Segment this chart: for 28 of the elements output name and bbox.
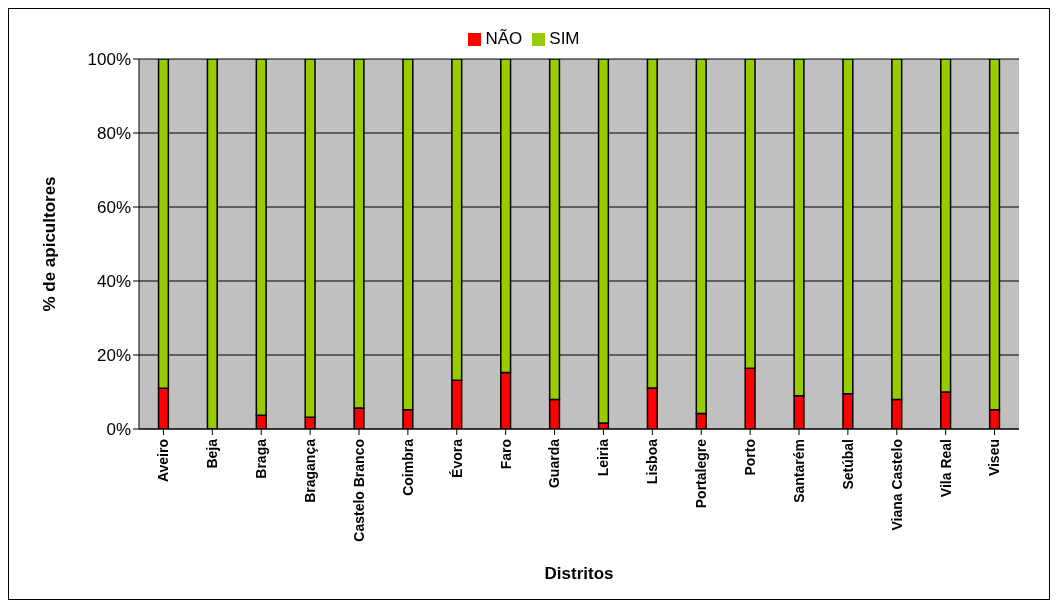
y-tick-label: 80% <box>96 124 131 144</box>
y-tick-label: 60% <box>96 198 131 218</box>
x-tick-label: Santarém <box>790 439 807 503</box>
x-tick-label: Viana Castelo <box>888 439 905 531</box>
x-tick-label: Castelo Branco <box>350 439 367 542</box>
x-tick-label: Viseu <box>986 439 1003 477</box>
x-tick-label: Portalegre <box>693 438 710 509</box>
x-tick-label: Coimbra <box>399 438 416 496</box>
x-tick-label: Setúbal <box>839 439 856 490</box>
x-tick-label: Vila Real <box>937 439 954 498</box>
x-tick-label: Beja <box>204 438 221 469</box>
y-tick-label: 20% <box>96 346 131 366</box>
y-axis-title: % de apicultores <box>40 176 60 312</box>
y-tick-label: 40% <box>96 272 131 292</box>
legend-label: SIM <box>549 29 580 48</box>
x-tick-label: Aveiro <box>155 439 172 483</box>
x-tick-label: Évora <box>448 438 465 478</box>
legend-label: NÃO <box>485 29 523 48</box>
x-axis-title: Distritos <box>544 564 614 583</box>
x-tick-label: Guarda <box>546 438 563 489</box>
x-tick-label: Braga <box>253 438 270 479</box>
x-tick-label: Faro <box>497 439 514 470</box>
y-tick-label: 0% <box>106 420 131 440</box>
x-tick-label: Lisboa <box>644 438 661 485</box>
x-tick-label: Leiria <box>595 438 612 477</box>
x-tick-label: Bragança <box>302 438 319 503</box>
x-tick-label: Porto <box>742 439 759 476</box>
y-tick-label: 100% <box>87 50 131 70</box>
